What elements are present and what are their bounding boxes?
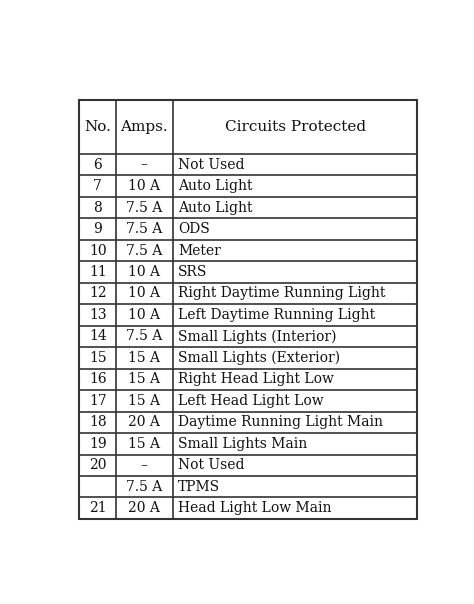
Text: Right Head Light Low: Right Head Light Low [178, 372, 334, 387]
Text: 15 A: 15 A [128, 372, 160, 387]
Text: 10 A: 10 A [128, 308, 160, 322]
Text: 15 A: 15 A [128, 437, 160, 451]
Text: 15 A: 15 A [128, 394, 160, 408]
Text: Head Light Low Main: Head Light Low Main [178, 501, 332, 515]
Text: 8: 8 [93, 201, 102, 214]
Text: 6: 6 [93, 158, 102, 172]
Text: Small Lights (Exterior): Small Lights (Exterior) [178, 351, 340, 365]
Text: 11: 11 [89, 265, 107, 279]
Text: Amps.: Amps. [120, 120, 168, 134]
Text: 16: 16 [89, 372, 107, 387]
Text: 7.5 A: 7.5 A [126, 329, 163, 344]
Text: 12: 12 [89, 286, 107, 300]
Text: Circuits Protected: Circuits Protected [225, 120, 365, 134]
Text: Daytime Running Light Main: Daytime Running Light Main [178, 416, 383, 429]
Text: 15 A: 15 A [128, 351, 160, 365]
Text: Auto Light: Auto Light [178, 179, 253, 193]
Text: 10: 10 [89, 243, 107, 257]
Text: ODS: ODS [178, 222, 210, 236]
Text: 7.5 A: 7.5 A [126, 222, 163, 236]
Bar [80, 100, 418, 519]
Text: Meter: Meter [178, 243, 221, 257]
Text: 7.5 A: 7.5 A [126, 480, 163, 493]
Text: Not Used: Not Used [178, 458, 245, 472]
Text: 7.5 A: 7.5 A [126, 243, 163, 257]
Text: 20 A: 20 A [128, 501, 160, 515]
Text: Left Daytime Running Light: Left Daytime Running Light [178, 308, 375, 322]
Text: TPMS: TPMS [178, 480, 220, 493]
Text: 10 A: 10 A [128, 286, 160, 300]
Text: 19: 19 [89, 437, 107, 451]
Text: Not Used: Not Used [178, 158, 245, 172]
Text: 21: 21 [89, 501, 107, 515]
Text: 20 A: 20 A [128, 416, 160, 429]
Text: 20: 20 [89, 458, 107, 472]
Text: 9: 9 [93, 222, 102, 236]
Text: Small Lights (Interior): Small Lights (Interior) [178, 329, 337, 344]
Text: SRS: SRS [178, 265, 208, 279]
Text: –: – [141, 158, 148, 172]
Text: 13: 13 [89, 308, 107, 322]
Text: 10 A: 10 A [128, 179, 160, 193]
Text: –: – [141, 458, 148, 472]
Text: 10 A: 10 A [128, 265, 160, 279]
Text: 15: 15 [89, 351, 107, 365]
Text: Right Daytime Running Light: Right Daytime Running Light [178, 286, 386, 300]
Text: 7: 7 [93, 179, 102, 193]
Text: Small Lights Main: Small Lights Main [178, 437, 308, 451]
Text: 7.5 A: 7.5 A [126, 201, 163, 214]
Text: Left Head Light Low: Left Head Light Low [178, 394, 324, 408]
Text: 18: 18 [89, 416, 107, 429]
Text: 17: 17 [89, 394, 107, 408]
Text: 14: 14 [89, 329, 107, 344]
Text: No.: No. [84, 120, 111, 134]
Text: Auto Light: Auto Light [178, 201, 253, 214]
